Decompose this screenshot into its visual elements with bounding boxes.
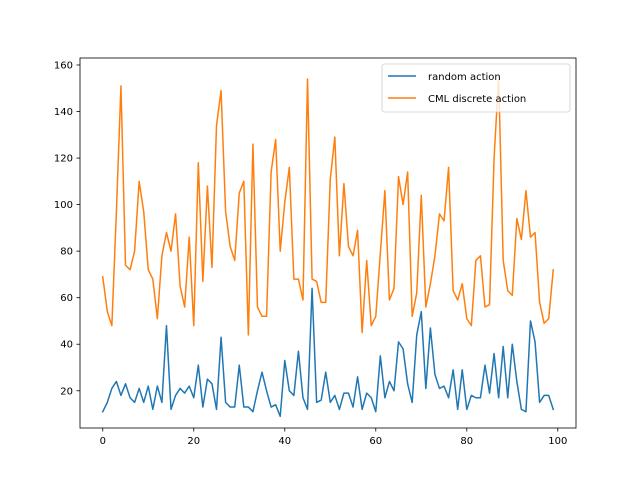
x-tick-label: 80	[460, 436, 473, 447]
x-tick-label: 40	[278, 436, 291, 447]
y-tick-label: 40	[60, 340, 73, 351]
series-line-1	[101, 75, 555, 336]
x-tick-label: 20	[187, 436, 200, 447]
y-tick-label: 160	[54, 60, 73, 71]
legend-label-0: random action	[428, 72, 501, 83]
y-tick-label: 120	[54, 154, 73, 165]
y-tick-label: 140	[54, 107, 73, 118]
series-line-0	[101, 287, 555, 418]
legend-box	[381, 63, 571, 113]
legend: random action CML discrete action	[381, 63, 571, 113]
y-tick-label: 100	[54, 200, 73, 211]
y-tick-label: 80	[60, 247, 73, 258]
y-tick-label: 60	[60, 293, 73, 304]
x-tick-label: 60	[369, 436, 382, 447]
series-layer	[101, 75, 555, 418]
y-tick-label: 20	[60, 386, 73, 397]
y-axis: 20 40 60 80 100 120 140 160	[54, 60, 80, 397]
x-tick-label: 0	[100, 436, 106, 447]
x-tick-label: 100	[548, 436, 567, 447]
legend-label-1: CML discrete action	[428, 94, 526, 105]
x-axis: 0 20 40 60 80 100	[100, 428, 567, 447]
plot-frame	[79, 57, 577, 429]
